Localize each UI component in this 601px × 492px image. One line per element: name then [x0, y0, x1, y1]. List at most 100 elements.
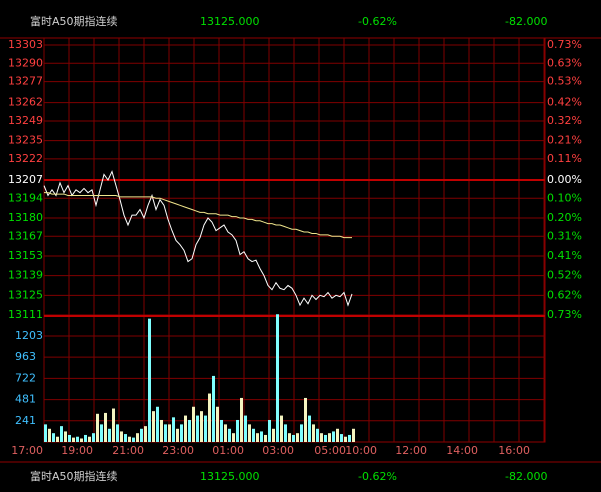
- y2-tick-label: 0.42%: [547, 96, 582, 109]
- volume-bar: [64, 431, 67, 442]
- volume-bar: [104, 412, 107, 442]
- volume-bar: [188, 419, 191, 442]
- volume-bar: [324, 434, 327, 442]
- y-tick-label: 13167: [8, 229, 43, 242]
- price-line: [43, 170, 353, 307]
- change: -82.000: [505, 15, 547, 28]
- x-tick-label: 10:00: [345, 444, 377, 457]
- volume-bar: [284, 424, 287, 442]
- y-tick-label: 13303: [8, 38, 43, 51]
- y-tick-label: 13262: [8, 96, 43, 109]
- volume-bar: [132, 437, 135, 442]
- volume-bar: [180, 424, 183, 442]
- y2-tick-label: 0.00%: [547, 173, 582, 186]
- volume-bar: [328, 433, 331, 442]
- volume-bar: [196, 415, 199, 442]
- y2-tick-label: 0.32%: [547, 114, 582, 127]
- volume-bar: [200, 411, 203, 442]
- volume-bar: [336, 428, 339, 442]
- volume-bar: [144, 426, 147, 442]
- volume-bar: [152, 411, 155, 442]
- volume-bar: [76, 436, 79, 442]
- y-tick-label: 13139: [8, 269, 43, 282]
- volume-bar: [156, 406, 159, 442]
- volume-bar: [280, 415, 283, 442]
- instrument-name: 富时A50期指连续: [30, 14, 118, 28]
- volume-bar: [60, 426, 63, 442]
- volume-bar: [204, 415, 207, 442]
- volume-bar: [244, 415, 247, 442]
- volume-bar: [108, 428, 111, 442]
- volume-bar: [252, 428, 255, 442]
- volume-bar: [340, 434, 343, 442]
- volume-bar: [344, 436, 347, 442]
- y-tick-label: 13249: [8, 114, 43, 127]
- volume-bar: [88, 436, 91, 442]
- volume-bar: [72, 437, 75, 442]
- y2-tick-label: 0.73%: [547, 308, 582, 321]
- volume-bar: [312, 424, 315, 442]
- volume-bar: [164, 424, 167, 442]
- x-tick-label: 03:00: [262, 444, 294, 457]
- y2-tick-label: 0.41%: [547, 249, 582, 262]
- volume-bar: [236, 419, 239, 442]
- volume-bar: [80, 438, 83, 442]
- volume-bar: [332, 431, 335, 442]
- volume-bar: [300, 424, 303, 442]
- volume-bar: [208, 393, 211, 442]
- y-tick-label: 13111: [8, 308, 43, 321]
- volume-bar: [212, 375, 215, 442]
- volume-bar: [84, 434, 87, 442]
- y-tick-label: 13222: [8, 152, 43, 165]
- x-tick-label: 14:00: [446, 444, 478, 457]
- volume-bar: [116, 424, 119, 442]
- x-tick-label: 17:00: [11, 444, 43, 457]
- volume-bar: [268, 419, 271, 442]
- top-bar: 富时A50期指连续 13125.000 -0.62% -82.000: [30, 14, 547, 28]
- y-tick-label: 13180: [8, 211, 43, 224]
- volume-bar: [136, 433, 139, 442]
- y2-tick-label: 0.31%: [547, 229, 582, 242]
- x-tick-label: 21:00: [112, 444, 144, 457]
- volume-bar: [264, 434, 267, 442]
- volume-bar: [228, 428, 231, 442]
- y-tick-label: 13277: [8, 75, 43, 88]
- volume-bar: [316, 428, 319, 442]
- volume-bar: [128, 436, 131, 442]
- volume-bar: [260, 431, 263, 442]
- volume-bar: [256, 433, 259, 442]
- y2-tick-label: 0.52%: [547, 269, 582, 282]
- volume-bar: [96, 413, 99, 442]
- volume-bar: [172, 417, 175, 442]
- instrument-name: 富时A50期指连续: [30, 469, 118, 483]
- volume-tick-label: 963: [15, 350, 36, 363]
- y2-tick-label: 0.21%: [547, 134, 582, 147]
- change-percent: -0.62%: [358, 15, 397, 28]
- y2-tick-label: 0.62%: [547, 288, 582, 301]
- volume-bar: [140, 428, 143, 442]
- last-price: 13125.000: [200, 15, 260, 28]
- y2-tick-label: 0.53%: [547, 75, 582, 88]
- volume-bar: [292, 434, 295, 442]
- y-tick-label: 13207: [8, 173, 43, 186]
- volume-bar: [100, 424, 103, 442]
- volume-bar: [160, 419, 163, 442]
- volume-bar: [276, 314, 279, 442]
- volume-bar: [56, 436, 59, 442]
- volume-tick-label: 1203: [15, 329, 43, 342]
- volume-bar: [168, 424, 171, 442]
- x-tick-label: 19:00: [61, 444, 93, 457]
- volume-tick-label: 722: [15, 371, 36, 384]
- volume-bar: [272, 428, 275, 442]
- change-percent: -0.62%: [358, 470, 397, 483]
- x-tick-label: 16:00: [498, 444, 530, 457]
- y2-tick-label: 0.11%: [547, 152, 582, 165]
- y-tick-label: 13235: [8, 134, 43, 147]
- y2-tick-label: 0.10%: [547, 191, 582, 204]
- volume-bar: [68, 434, 71, 442]
- x-tick-label: 05:00: [314, 444, 346, 457]
- y-tick-label: 13125: [8, 288, 43, 301]
- last-price: 13125.000: [200, 470, 260, 483]
- volume-bar: [348, 434, 351, 442]
